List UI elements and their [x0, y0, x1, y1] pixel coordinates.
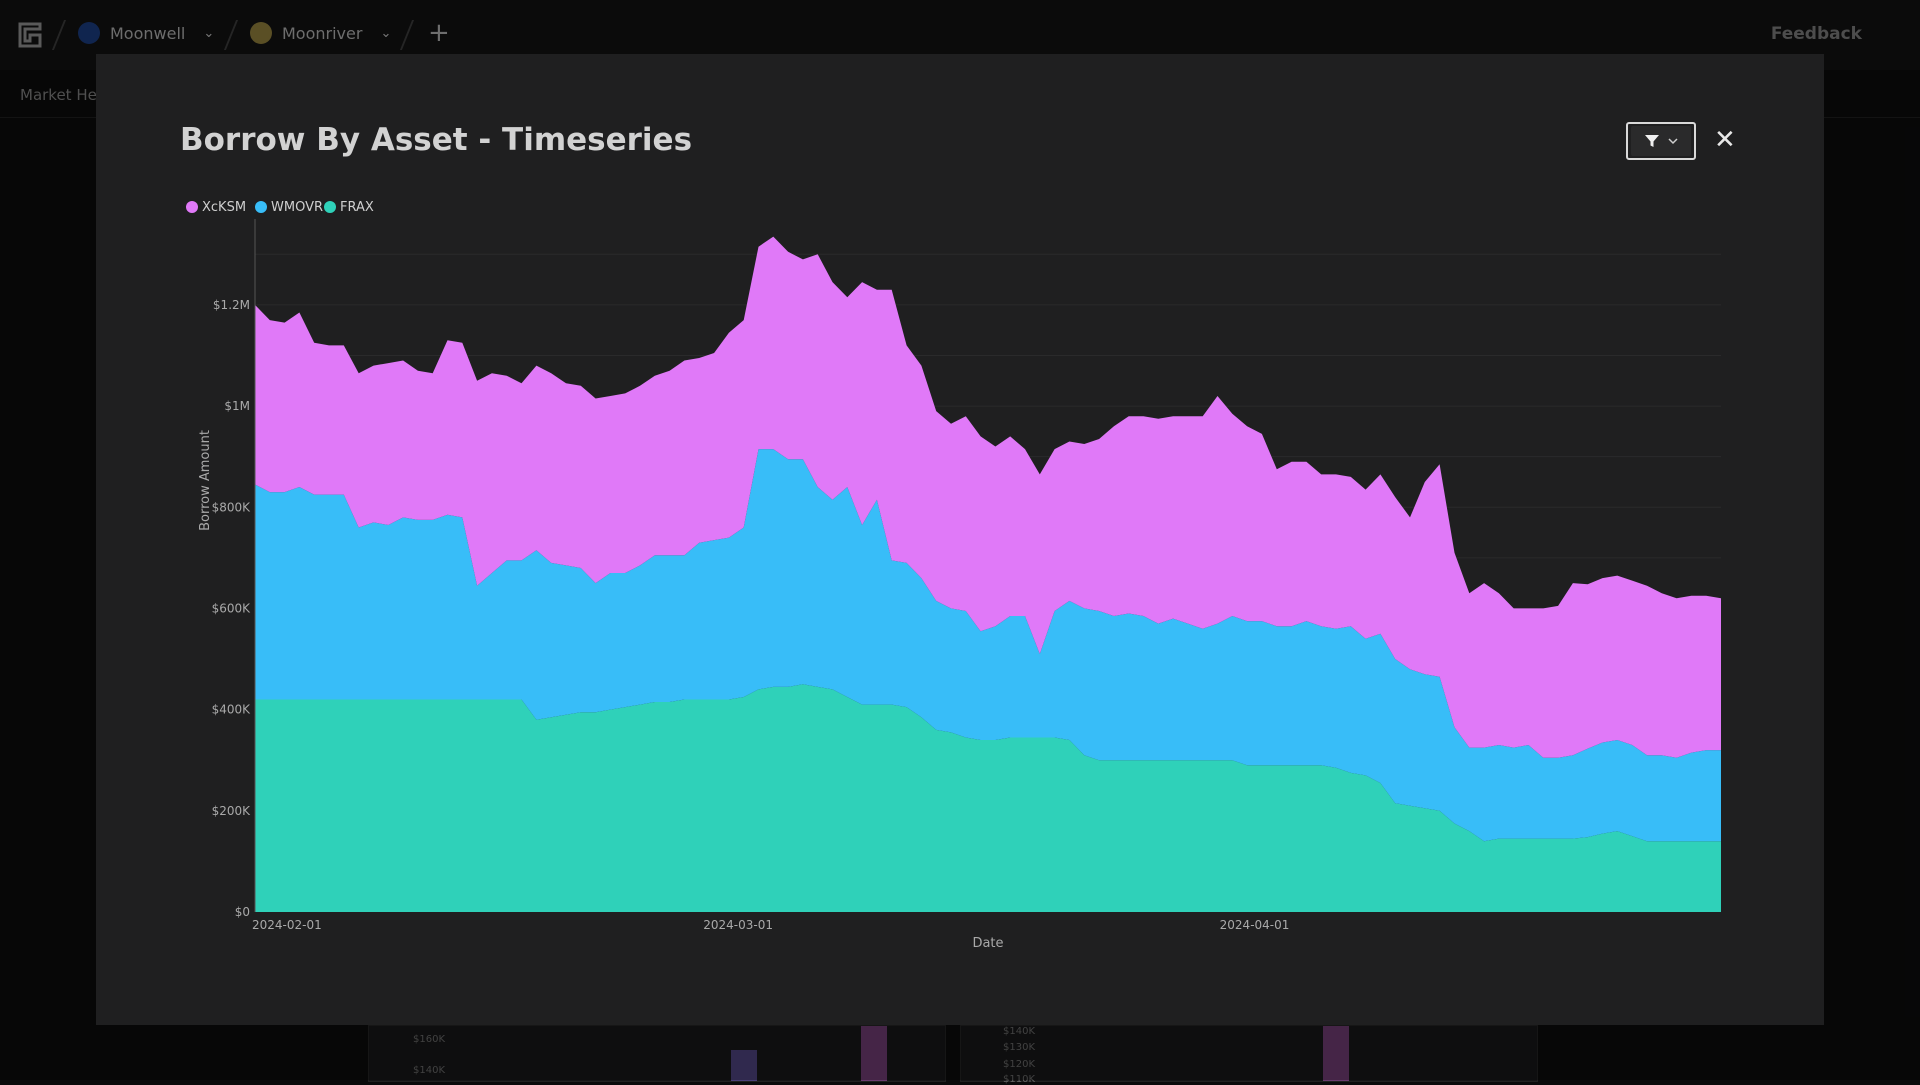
- bg-tick-label: $120K: [1003, 1059, 1036, 1070]
- filter-icon: [1645, 135, 1659, 147]
- chevron-down-icon: [1668, 138, 1678, 145]
- breadcrumb-moonriver[interactable]: Moonriver ⌄: [250, 22, 391, 44]
- bg-tick-label: $160K: [413, 1034, 446, 1045]
- bg-bar: [861, 1026, 887, 1081]
- legend-label: XcKSM: [202, 200, 246, 215]
- chevron-down-icon[interactable]: ⌄: [203, 25, 215, 41]
- area-chart: $0 $200K $400K $600K $800K $1M $1.2M 2024-02-01…: [186, 200, 1721, 951]
- y-tick-label: $200K: [212, 804, 252, 818]
- subnav-tab[interactable]: Market Hea: [20, 86, 107, 104]
- x-axis-title: Date: [972, 936, 1003, 951]
- chevron-down-icon[interactable]: ⌄: [380, 25, 392, 41]
- bg-tick-label: $130K: [1003, 1042, 1036, 1053]
- x-tick-label: 2024-04-01: [1220, 918, 1290, 932]
- legend-marker-xcksm: [186, 201, 198, 213]
- app-logo-icon[interactable]: [18, 22, 44, 48]
- breadcrumb-moonwell[interactable]: Moonwell ⌄: [78, 22, 214, 44]
- legend-label: FRAX: [340, 200, 374, 215]
- y-axis-title: Borrow Amount: [198, 430, 213, 531]
- moonriver-logo-icon: [250, 22, 272, 44]
- chart-modal: Borrow By Asset - Timeseries ✕ $0 $200K $4…: [96, 54, 1824, 1025]
- y-tick-label: $0: [235, 905, 250, 919]
- breadcrumb-label: Moonriver: [282, 23, 363, 43]
- legend-marker-wmovr: [255, 201, 267, 213]
- bg-tick-label: $140K: [413, 1065, 446, 1076]
- add-icon[interactable]: +: [428, 18, 450, 48]
- bg-bar: [731, 1050, 757, 1081]
- background-panel-left: $160K $140K: [368, 1025, 946, 1082]
- y-tick-label: $400K: [212, 703, 252, 717]
- area-series-xcksm: [255, 236, 1721, 758]
- x-tick-label: 2024-03-01: [703, 918, 773, 932]
- bg-tick-label: $140K: [1003, 1026, 1036, 1037]
- legend-label: WMOVR: [271, 200, 323, 215]
- modal-title: Borrow By Asset - Timeseries: [180, 122, 693, 158]
- close-icon: ✕: [1714, 125, 1736, 155]
- legend-marker-frax: [324, 201, 336, 213]
- breadcrumb-label: Moonwell: [110, 23, 186, 43]
- y-tick-label: $800K: [212, 500, 252, 514]
- y-tick-label: $600K: [212, 601, 252, 615]
- area-series-wmovr: [255, 449, 1721, 842]
- moonwell-logo-icon: [78, 22, 100, 44]
- feedback-button[interactable]: Feedback: [1770, 24, 1862, 44]
- y-tick-label: $1M: [224, 399, 250, 413]
- background-panel-right: $140K $130K $120K $110K: [960, 1025, 1538, 1085]
- y-tick-label: $1.2M: [213, 298, 250, 312]
- filter-button[interactable]: [1626, 122, 1696, 160]
- x-tick-label: 2024-02-01: [252, 918, 322, 932]
- bg-bar: [1323, 1026, 1349, 1081]
- area-series-frax: [255, 684, 1721, 912]
- close-button[interactable]: ✕: [1714, 126, 1736, 154]
